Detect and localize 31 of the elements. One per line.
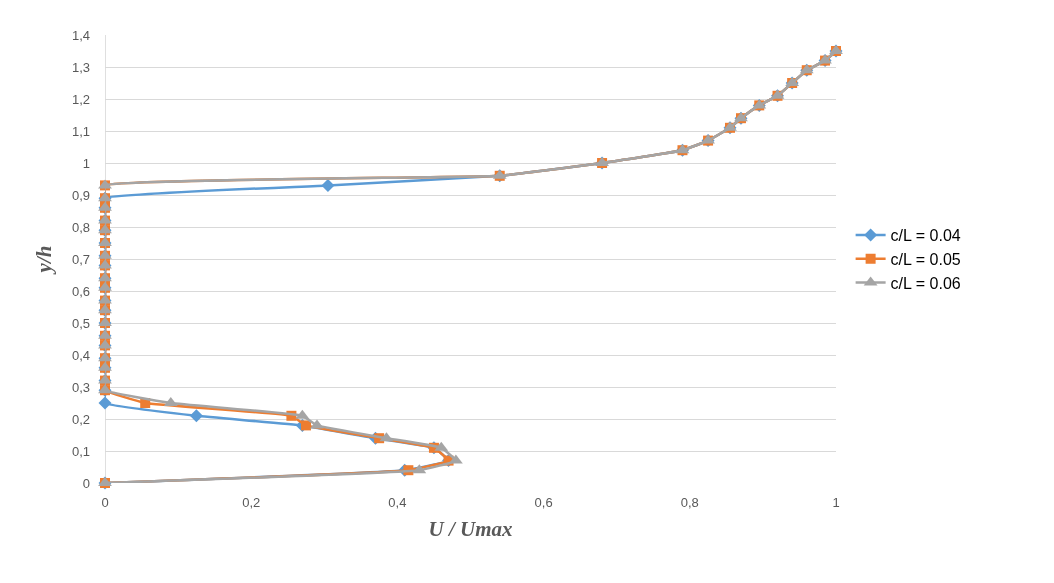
y-tick-label: 0,7 <box>71 251 90 267</box>
y-tick-label: 1,3 <box>71 59 90 75</box>
point <box>301 420 312 431</box>
y-tick-label: 1,1 <box>71 123 90 139</box>
x-tick-label: 0 <box>101 495 109 510</box>
x-tick-label: 0,4 <box>388 495 407 510</box>
y-tick-label: 0,4 <box>71 347 90 363</box>
x-tick-label: 0,2 <box>242 495 261 510</box>
y-tick-label: 0,3 <box>71 379 90 395</box>
y-tick-label: 0,6 <box>71 283 90 299</box>
y-tick-label: 1,4 <box>71 27 90 43</box>
point <box>321 178 335 192</box>
legend-label: c/L = 0.06 <box>890 274 961 292</box>
point <box>98 396 112 410</box>
legend-label: c/L = 0.05 <box>890 250 961 268</box>
x-axis-title: U / Umax <box>428 517 513 542</box>
y-tick-label: 0,2 <box>71 411 90 427</box>
y-tick-label: 0,8 <box>71 219 90 235</box>
y-tick-label: 0 <box>82 475 90 491</box>
x-tick-label: 0,6 <box>534 495 553 510</box>
x-tick-label: 1 <box>832 495 840 510</box>
y-tick-label: 0,5 <box>71 315 90 331</box>
x-tick-label: 0,8 <box>680 495 699 510</box>
point <box>310 419 324 429</box>
y-tick-label: 0,9 <box>71 187 90 203</box>
y-tick-label: 0,1 <box>71 443 90 459</box>
legend-label: c/L = 0.04 <box>890 227 961 245</box>
point <box>189 409 203 423</box>
y-tick-label: 1,2 <box>71 91 90 107</box>
y-axis-title: y/h <box>32 245 57 276</box>
y-tick-label: 1 <box>82 155 90 171</box>
